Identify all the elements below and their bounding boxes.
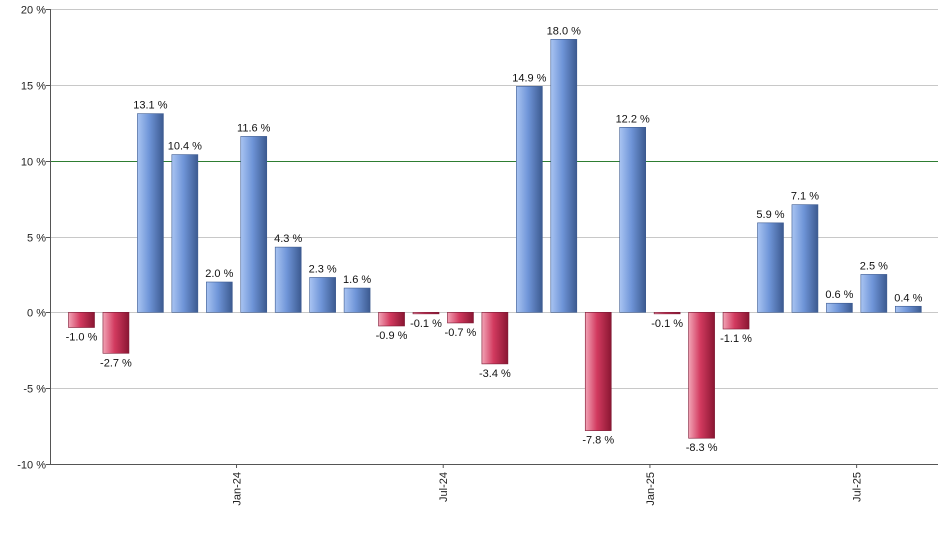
data-labels: -1.0 % -2.7 % 13.1 % 10.4 % 2.0 % 11.6 % 4.3 %… (66, 25, 923, 454)
bar (378, 312, 405, 327)
bar (791, 204, 819, 313)
data-label: 7.1 % (791, 191, 819, 203)
bar (102, 312, 130, 354)
data-label: -0.7 % (445, 327, 477, 339)
data-label: 0.4 % (894, 292, 922, 304)
bar (309, 277, 336, 313)
bar (826, 302, 853, 313)
y-tick-label: -10 % (17, 460, 46, 472)
bar (240, 136, 268, 313)
data-label: -3.4 % (479, 368, 511, 380)
axes: 20 % 15 % 10 % 5 % 0 % -5 % -10 % Jan-24 Jul-24 J… (17, 5, 938, 506)
data-label: 13.1 % (133, 100, 167, 112)
data-label: 5.9 % (756, 209, 784, 221)
data-label: 2.5 % (860, 260, 888, 272)
data-label: -0.1 % (410, 318, 442, 330)
bar (412, 312, 440, 315)
data-label: 0.6 % (825, 289, 853, 301)
bar (481, 312, 509, 365)
bar (757, 222, 784, 313)
bar (274, 246, 302, 313)
data-label: 4.3 % (274, 233, 302, 245)
bar (68, 312, 95, 328)
bar (343, 287, 371, 313)
bar (171, 154, 199, 313)
bar (550, 39, 578, 313)
bar (516, 86, 543, 313)
data-label: 1.6 % (343, 274, 371, 286)
x-tick-label: Jul-25 (852, 472, 864, 502)
bar (722, 312, 750, 330)
bars (68, 39, 922, 439)
y-tick-label: 0 % (27, 308, 46, 320)
bar (619, 127, 647, 313)
data-label: -8.3 % (686, 442, 718, 454)
bar (206, 281, 233, 313)
y-tick-label: 15 % (21, 81, 46, 93)
data-label: 11.6 % (237, 122, 271, 134)
data-label: -2.7 % (100, 357, 132, 369)
data-label: 12.2 % (616, 113, 650, 125)
y-tick-label: 5 % (27, 233, 46, 245)
data-label: 18.0 % (547, 25, 581, 37)
bar (860, 274, 888, 313)
bar (653, 312, 681, 315)
y-tick-label: 10 % (21, 157, 46, 169)
data-label: -7.8 % (582, 435, 614, 447)
data-label: 14.9 % (512, 72, 546, 84)
bar (584, 312, 612, 431)
bar (688, 312, 715, 439)
data-label: 2.0 % (205, 268, 233, 280)
data-label: -0.1 % (651, 318, 683, 330)
data-label: 2.3 % (309, 263, 337, 275)
data-label: -0.9 % (376, 330, 408, 342)
bar (894, 305, 922, 313)
x-tick-label: Jul-24 (438, 472, 450, 502)
data-label: 10.4 % (168, 141, 202, 153)
bar (137, 113, 164, 313)
y-tick-label: 20 % (21, 5, 46, 17)
y-tick-label: -5 % (23, 384, 46, 396)
data-label: -1.1 % (720, 333, 752, 345)
x-tick-label: Jan-25 (645, 472, 657, 506)
data-label: -1.0 % (66, 332, 98, 344)
bar (447, 312, 474, 324)
x-tick-label: Jan-24 (232, 472, 244, 506)
